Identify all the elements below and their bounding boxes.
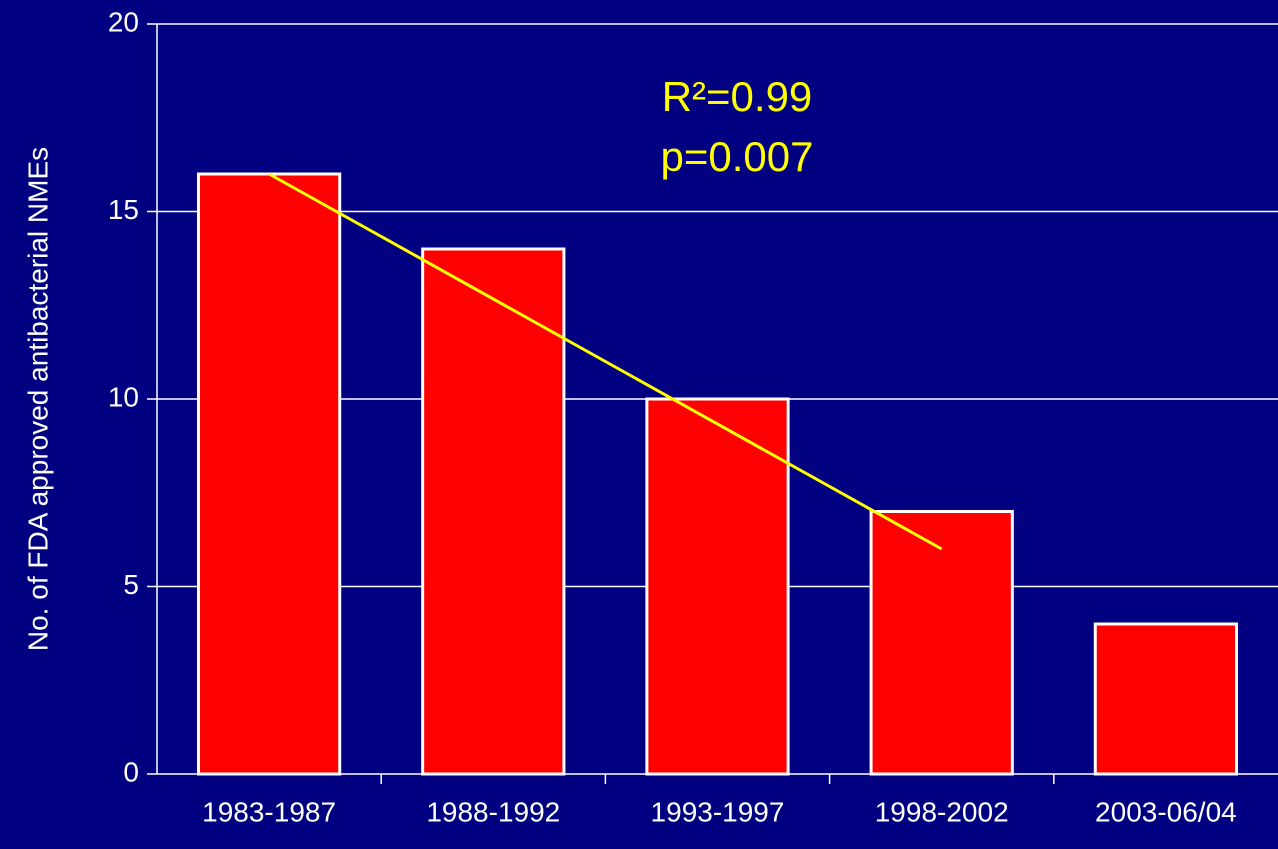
annotation: R²=0.99 <box>662 73 813 120</box>
bar <box>869 510 1014 776</box>
y-tick-label: 5 <box>123 569 139 600</box>
bar <box>645 397 790 776</box>
bar <box>421 247 566 776</box>
y-axis-label: No. of FDA approved antibacterial NMEs <box>22 147 53 651</box>
x-tick-label: 1998-2002 <box>875 796 1009 827</box>
y-tick-label: 10 <box>108 381 139 412</box>
annotation: p=0.007 <box>661 133 814 180</box>
x-tick-label: 1988-1992 <box>426 796 560 827</box>
x-tick-label: 1993-1997 <box>651 796 785 827</box>
x-tick-label: 2003-06/04 <box>1095 796 1237 827</box>
bar <box>1093 622 1239 776</box>
x-tick-label: 1983-1987 <box>202 796 336 827</box>
y-tick-label: 15 <box>108 194 139 225</box>
y-tick-label: 0 <box>123 756 139 787</box>
trend-line <box>268 172 943 551</box>
bar <box>196 172 342 776</box>
y-tick-label: 20 <box>108 6 139 37</box>
